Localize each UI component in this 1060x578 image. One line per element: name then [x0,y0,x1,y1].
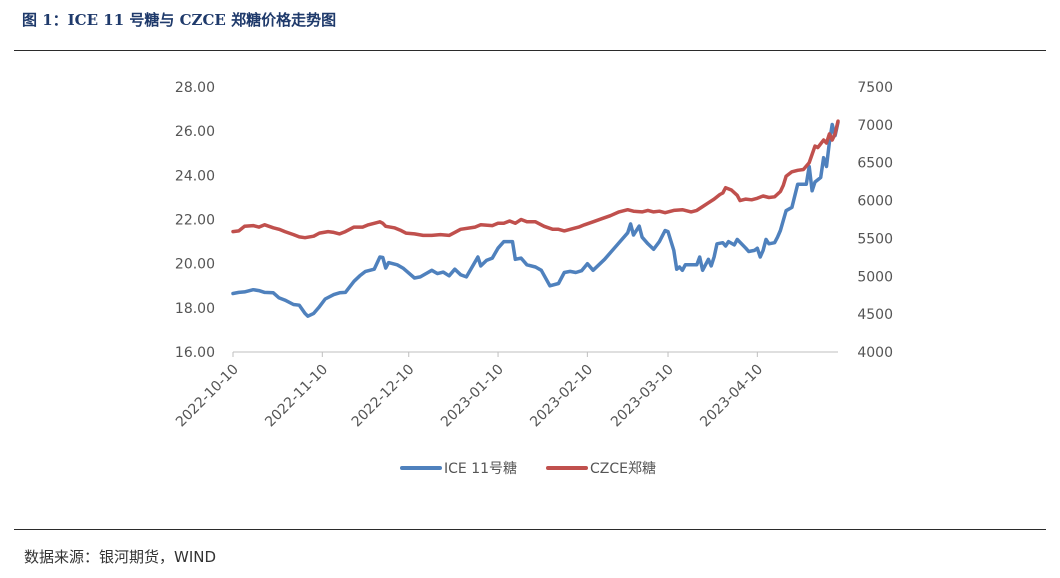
y-left-tick-label: 26.00 [175,124,215,140]
x-tick-label: 2022-11-10 [262,362,331,431]
legend-label: ICE 11号糖 [444,461,517,477]
y-left-tick-label: 16.00 [175,345,215,361]
y-right-tick-label: 7500 [857,80,893,96]
top-rule [14,50,1046,51]
y-right-tick-label: 4000 [857,345,893,361]
bottom-rule [14,529,1046,530]
y-left-tick-label: 28.00 [175,80,215,96]
x-tick-label: 2023-04-10 [697,362,766,431]
figure-title: 图 1：ICE 11 号糖与 CZCE 郑糖价格走势图 [22,11,337,29]
data-source-note: 数据来源：银河期货，WIND [24,548,217,566]
y-right-tick-label: 4500 [857,307,893,323]
y-right-tick-label: 5500 [857,231,893,247]
legend-label: CZCE郑糖 [590,461,656,477]
y-left-tick-label: 20.00 [175,257,215,273]
y-left-tick-label: 18.00 [175,301,215,317]
y-left-tick-label: 24.00 [175,168,215,184]
chart-legend: ICE 11号糖 CZCE郑糖 [400,461,656,477]
x-tick-label: 2023-03-10 [608,362,677,431]
y-right-tick-label: 7000 [857,118,893,134]
chart-series [231,119,840,318]
price-line-chart: 2022-10-10 2022-11-10 2022-12-10 2023-01-10… [173,80,893,477]
y-left-tick-label: 22.00 [175,213,215,229]
x-tick-label: 2023-01-10 [438,362,507,431]
czce-sugar-line [231,119,840,240]
y-right-tick-label: 5000 [857,269,893,285]
x-tick-label: 2022-10-10 [173,362,242,431]
x-tick-label: 2023-02-10 [527,362,596,431]
ice-sugar-line [231,120,840,318]
y-right-tick-label: 6500 [857,156,893,172]
y-right-tick-label: 6000 [857,194,893,210]
x-tick-label: 2022-12-10 [349,362,418,431]
chart-axes: 2022-10-10 2022-11-10 2022-12-10 2023-01-10… [173,80,893,430]
